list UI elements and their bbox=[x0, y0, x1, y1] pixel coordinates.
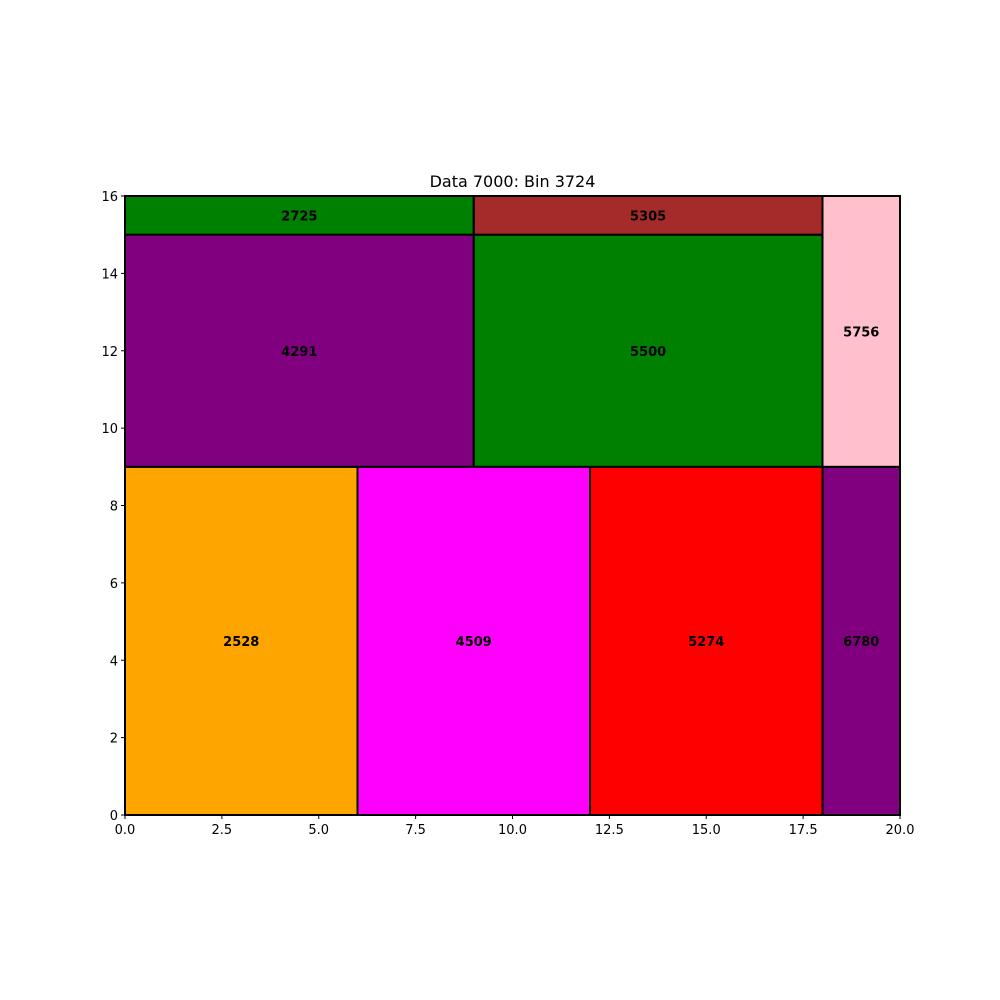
treemap-label-2528: 2528 bbox=[223, 635, 259, 650]
treemap-label-4291: 4291 bbox=[281, 345, 317, 360]
treemap-label-5756: 5756 bbox=[843, 325, 879, 340]
treemap-label-5500: 5500 bbox=[630, 345, 666, 360]
x-tick-label: 15.0 bbox=[692, 823, 721, 838]
treemap-label-5305: 5305 bbox=[630, 209, 666, 224]
rectangle-labels-layer: 2528 4509 5274 6780 4291 5500 5756 2725 5305 bbox=[223, 209, 879, 650]
x-tick-label: 5.0 bbox=[308, 823, 329, 838]
y-axis: 0 2 4 6 8 10 12 14 16 bbox=[101, 190, 125, 824]
treemap-rect-5305 bbox=[472, 195, 824, 236]
x-tick-label: 10.0 bbox=[498, 823, 527, 838]
y-tick-label: 14 bbox=[101, 267, 118, 282]
x-tick-label: 2.5 bbox=[212, 823, 233, 838]
y-tick-label: 6 bbox=[110, 577, 118, 592]
treemap-label-6780: 6780 bbox=[843, 635, 879, 650]
y-tick-label: 16 bbox=[101, 190, 118, 205]
rectangles-layer bbox=[124, 195, 901, 816]
treemap-rect-2528 bbox=[124, 465, 359, 816]
treemap-rect-4291 bbox=[124, 233, 475, 468]
x-axis: 0.0 2.5 5.0 7.5 10.0 12.5 15.0 17.5 20.0 bbox=[115, 815, 915, 838]
treemap-label-4509: 4509 bbox=[456, 635, 492, 650]
y-tick-label: 0 bbox=[110, 809, 118, 824]
treemap-label-5274: 5274 bbox=[688, 635, 724, 650]
treemap-rect-5500 bbox=[472, 233, 824, 468]
y-tick-label: 8 bbox=[110, 500, 118, 515]
y-tick-label: 12 bbox=[101, 345, 118, 360]
y-tick-label: 4 bbox=[110, 654, 118, 669]
chart-title: Data 7000: Bin 3724 bbox=[430, 172, 596, 191]
x-tick-label: 12.5 bbox=[595, 823, 624, 838]
treemap-label-2725: 2725 bbox=[281, 209, 317, 224]
x-tick-label: 0.0 bbox=[115, 823, 136, 838]
y-tick-label: 2 bbox=[110, 732, 118, 747]
x-tick-label: 7.5 bbox=[405, 823, 426, 838]
x-tick-label: 17.5 bbox=[789, 823, 818, 838]
y-tick-label: 10 bbox=[101, 422, 118, 437]
x-tick-label: 20.0 bbox=[886, 823, 915, 838]
treemap-rect-5274 bbox=[589, 465, 824, 816]
